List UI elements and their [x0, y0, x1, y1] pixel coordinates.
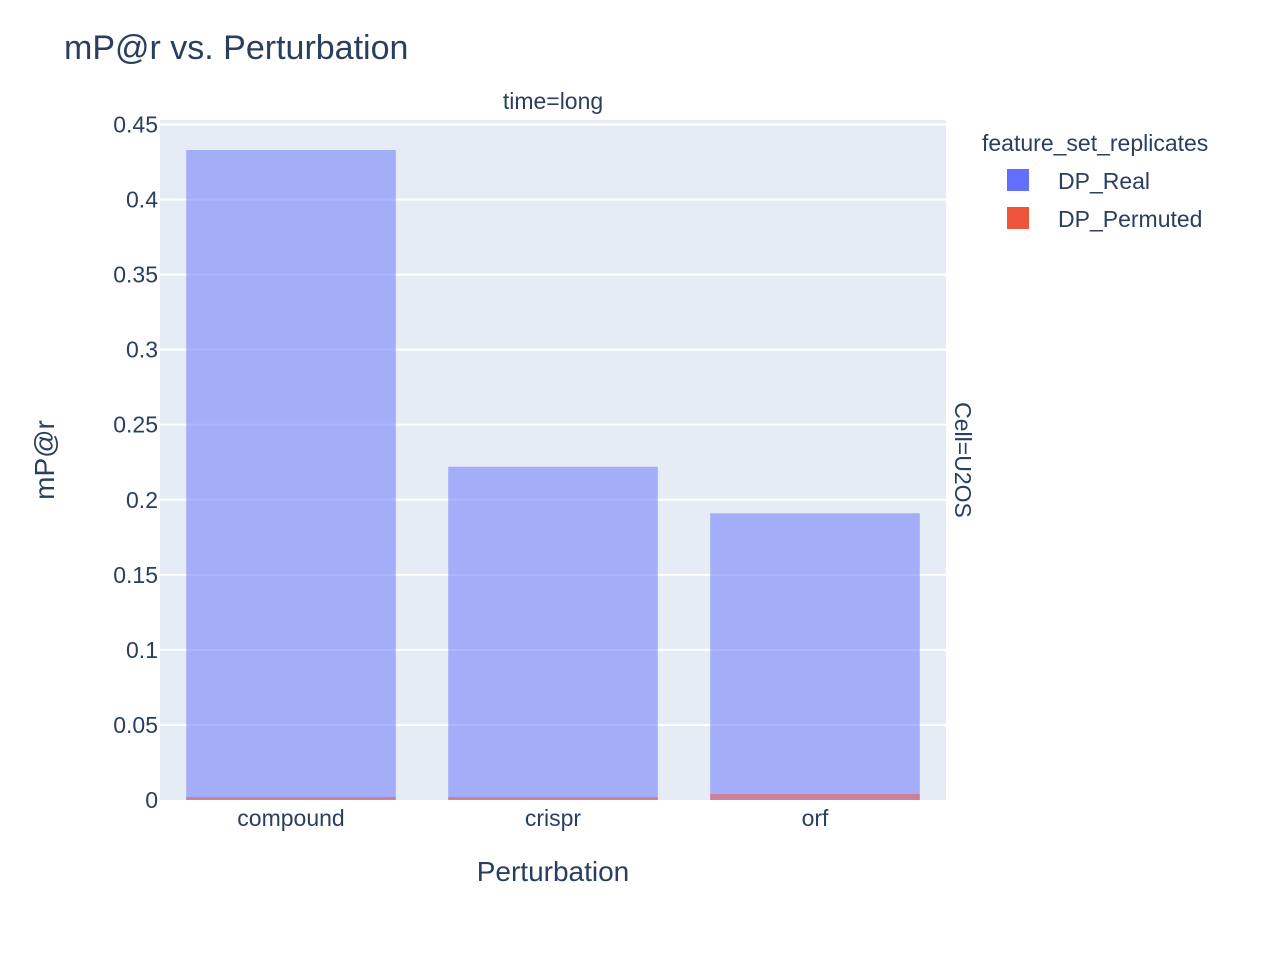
legend-swatch-dp-permuted [1007, 207, 1029, 229]
y-tick-label: 0.45 [113, 112, 158, 138]
bar-dp-real-crispr[interactable] [448, 466, 658, 800]
y-tick-label: 0 [145, 787, 158, 813]
bar-dp-permuted-compound[interactable] [186, 796, 396, 800]
x-axis-label: Perturbation [477, 856, 630, 887]
y-tick-label: 0.1 [126, 637, 158, 663]
y-tick-label: 0.3 [126, 337, 158, 363]
bar-dp-permuted-orf[interactable] [710, 793, 920, 800]
y-tick-label: 0.15 [113, 562, 158, 588]
facet-column-label: time=long [503, 88, 603, 114]
legend-title: feature_set_replicates [982, 130, 1208, 156]
facet-row-label: Cell=U2OS [950, 402, 976, 518]
x-tick-label: orf [802, 805, 829, 831]
x-tick-label: compound [237, 805, 344, 831]
y-tick-label: 0.2 [126, 487, 158, 513]
bar-dp-permuted-crispr[interactable] [448, 796, 658, 800]
y-tick-label: 0.25 [113, 412, 158, 438]
x-tick-label: crispr [525, 805, 582, 831]
y-tick-label: 0.05 [113, 712, 158, 738]
legend: feature_set_replicates DP_Real DP_Permut… [982, 130, 1208, 232]
y-axis-ticks: 0 0.05 0.1 0.15 0.2 0.25 0.3 0.35 0.4 0.45 [113, 112, 158, 813]
legend-item-dp-real[interactable]: DP_Real [1007, 168, 1150, 194]
y-axis-label: mP@r [29, 420, 60, 500]
bar-dp-real-orf[interactable] [710, 513, 920, 800]
legend-label-dp-real: DP_Real [1058, 168, 1150, 194]
chart-title: mP@r vs. Perturbation [64, 29, 408, 67]
bars [186, 150, 920, 800]
y-tick-label: 0.35 [113, 262, 158, 288]
legend-label-dp-permuted: DP_Permuted [1058, 206, 1202, 232]
x-axis-ticks: compound crispr orf [237, 805, 829, 831]
bar-dp-real-compound[interactable] [186, 150, 396, 800]
y-tick-label: 0.4 [126, 187, 158, 213]
legend-item-dp-permuted[interactable]: DP_Permuted [1007, 206, 1202, 232]
legend-swatch-dp-real [1007, 169, 1029, 191]
